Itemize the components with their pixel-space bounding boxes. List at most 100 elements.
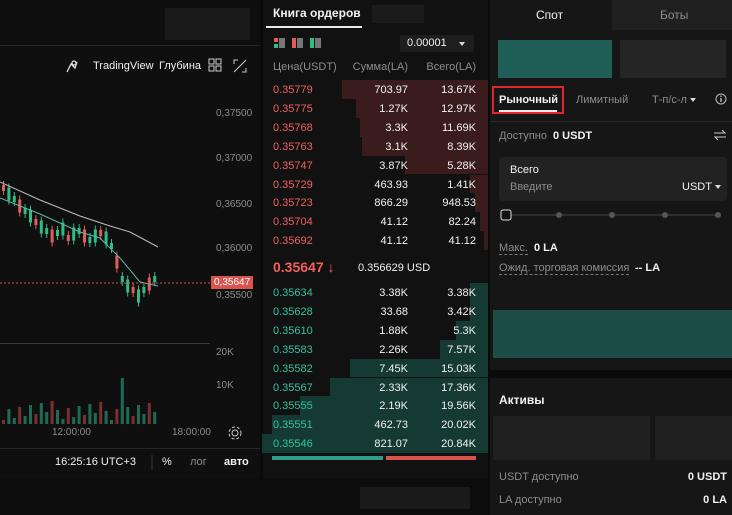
highlight-box <box>492 86 564 114</box>
depth-bar <box>262 434 488 454</box>
candle-part <box>61 222 65 236</box>
candle-part <box>104 231 108 245</box>
blurred-block <box>498 40 612 78</box>
expand-icon[interactable] <box>233 59 247 73</box>
max-label: Макс. <box>499 242 528 255</box>
currency-select[interactable]: USDT <box>682 181 721 193</box>
price: 0.35628 <box>273 305 313 318</box>
amount: 3.87K <box>379 159 408 172</box>
total: 3.38K <box>447 287 476 299</box>
clock: 16:25:16 UTC+3 <box>55 456 137 468</box>
price: 0.35704 <box>273 216 313 229</box>
candle-part <box>115 409 119 424</box>
order-type-label: Т-п/с-л <box>652 94 687 106</box>
amount: 2.33K <box>379 381 408 394</box>
total: 8.39K <box>447 140 476 153</box>
price: 0.35768 <box>273 121 313 134</box>
candle-part <box>12 418 16 424</box>
info-icon[interactable] <box>715 93 727 105</box>
price-axis-label: 0,37500 <box>216 108 253 119</box>
depth-bar <box>480 212 488 232</box>
amount: 1.88K <box>379 324 408 337</box>
tab-underline <box>266 26 362 28</box>
tradingview-icon <box>66 60 78 73</box>
column-header: Всего(LA) <box>426 61 476 73</box>
candle-part <box>50 401 54 424</box>
order-type[interactable]: Лимитный <box>576 94 629 106</box>
divider <box>0 448 260 449</box>
max-value: 0 LA <box>534 242 558 254</box>
dropdown-caret <box>459 42 465 46</box>
candle-part <box>34 414 38 424</box>
view-icons[interactable] <box>274 38 326 50</box>
ma-line <box>0 197 159 287</box>
amount: 3.38K <box>379 287 408 299</box>
blurred-button <box>493 310 732 358</box>
total: 1.41K <box>447 178 476 191</box>
divider <box>490 370 732 378</box>
candle-part <box>137 289 140 303</box>
total: 11.69K <box>441 121 476 134</box>
candle-part <box>88 404 92 424</box>
total: 17.36K <box>441 381 476 394</box>
candle-part <box>77 228 81 234</box>
price: 0.35779 <box>273 84 313 96</box>
log-toggle[interactable]: лог <box>190 456 207 468</box>
transfer-icon[interactable] <box>714 130 726 140</box>
assets-title: Активы <box>499 393 545 407</box>
percent-toggle[interactable]: % <box>162 456 172 468</box>
tab-bg <box>612 0 732 30</box>
total: 948.53 <box>442 197 476 210</box>
total: 20.84K <box>441 438 476 451</box>
depth-bar <box>470 301 488 321</box>
tab[interactable]: Боты <box>660 8 689 22</box>
candle-part <box>93 413 97 424</box>
candle-part <box>23 416 27 424</box>
candle-part <box>137 405 140 424</box>
slider[interactable] <box>499 208 727 222</box>
settings-icon[interactable] <box>228 426 242 440</box>
candle-part <box>153 276 157 282</box>
ratio-bar-buy <box>272 456 383 460</box>
toolbar-item[interactable]: Глубина <box>159 60 202 72</box>
time-axis-label: 18:00:00 <box>172 427 211 438</box>
step-select[interactable] <box>400 35 474 52</box>
candle-part <box>153 412 157 424</box>
price: 0.35583 <box>273 343 313 356</box>
price-axis-label: 0,36000 <box>216 243 253 254</box>
depth-bar <box>484 231 488 251</box>
auto-toggle[interactable]: авто <box>224 456 249 468</box>
candle-part <box>88 237 92 243</box>
candle-part <box>120 378 124 424</box>
price: 0.35546 <box>273 438 313 451</box>
candle-part <box>104 411 108 424</box>
total: 3.42K <box>447 305 476 318</box>
order-type[interactable]: Рыночный <box>499 94 559 106</box>
last-price-tag: 0,35647 <box>211 276 254 289</box>
candle-part <box>142 287 146 293</box>
amount-input[interactable] <box>499 157 727 201</box>
candle-part <box>45 412 49 424</box>
candle-part <box>99 402 103 424</box>
price: 0.35763 <box>273 140 313 153</box>
toolbar-item[interactable]: TradingView <box>93 60 154 72</box>
candle-part <box>142 414 146 424</box>
depth-bar <box>360 117 488 137</box>
ratio-bar-sell <box>386 456 476 460</box>
candle-part <box>39 220 43 234</box>
grid-icon[interactable] <box>208 58 222 72</box>
depth-bar <box>272 415 488 435</box>
price: 0.35634 <box>273 287 313 299</box>
order-book-title[interactable]: Книга ордеров <box>273 6 361 20</box>
volume-axis-label: 10K <box>216 380 234 391</box>
amount: 821.07 <box>374 438 408 451</box>
order-type[interactable]: Т-п/с-л <box>652 94 696 106</box>
chart-panel <box>0 0 260 515</box>
tab[interactable]: Спот <box>536 8 564 22</box>
divider <box>0 45 260 46</box>
candle-part <box>29 405 32 424</box>
price: 0.35610 <box>273 324 313 337</box>
candle-part <box>115 255 119 269</box>
step-value: 0.00001 <box>407 37 447 49</box>
